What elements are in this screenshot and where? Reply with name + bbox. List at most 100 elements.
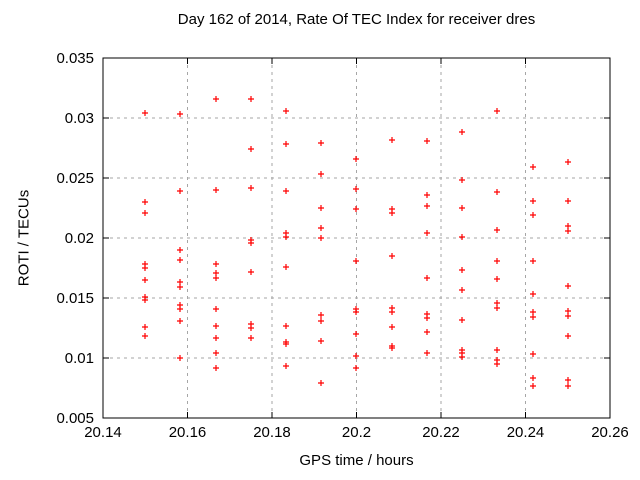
data-point [565,198,571,204]
data-point [177,306,183,312]
data-point [213,306,219,312]
plot-border [102,57,611,419]
data-point [213,365,219,371]
data-point [530,351,536,357]
data-point [177,188,183,194]
data-point [177,355,183,361]
y-tick-label: 0.03 [65,110,94,127]
data-point [142,277,148,283]
data-point [318,235,324,241]
data-point [213,335,219,341]
data-point [318,225,324,231]
data-point [353,258,359,264]
data-point [353,186,359,192]
data-point [213,187,219,193]
data-point [177,284,183,290]
data-point [142,210,148,216]
data-point [213,261,219,267]
data-point [389,309,395,315]
x-tick-label: 20.24 [507,424,545,441]
data-point [318,171,324,177]
data-point [318,318,324,324]
data-point [142,333,148,339]
data-point [424,350,430,356]
y-tick-label: 0.025 [56,170,94,187]
data-point [565,283,571,289]
data-point [494,189,500,195]
y-tick-label: 0.01 [65,350,94,367]
data-point [565,313,571,319]
data-point [248,146,254,152]
data-point [424,329,430,335]
data-point [248,240,254,246]
x-axis-label: GPS time / hours [299,452,414,469]
data-point [353,353,359,359]
data-point [283,363,289,369]
data-point [530,383,536,389]
data-point [142,297,148,303]
x-tick-label: 20.2 [342,424,371,441]
data-point [213,96,219,102]
data-point [389,345,395,351]
data-point [530,258,536,264]
data-point [318,140,324,146]
data-point [142,324,148,330]
data-point [459,267,465,273]
data-point [177,318,183,324]
data-point [283,234,289,240]
data-point [248,335,254,341]
data-point [389,324,395,330]
data-point [283,323,289,329]
x-tick-label: 20.16 [169,424,207,441]
data-point [565,383,571,389]
data-point [424,315,430,321]
chart-title: Day 162 of 2014, Rate Of TEC Index for r… [177,11,536,28]
data-point [424,203,430,209]
data-point [530,164,536,170]
data-point [530,198,536,204]
y-tick-label: 0.005 [56,410,94,427]
data-point [424,230,430,236]
data-point [530,375,536,381]
data-point [459,317,465,323]
data-point [248,269,254,275]
y-tick-label: 0.015 [56,290,94,307]
data-point [353,309,359,315]
data-point [353,365,359,371]
data-point [353,206,359,212]
data-point [389,137,395,143]
data-point [318,380,324,386]
x-tick-label: 20.18 [253,424,291,441]
data-point [142,110,148,116]
data-point [494,305,500,311]
y-tick-label: 0.035 [56,50,94,67]
data-point [318,205,324,211]
data-point [530,212,536,218]
data-point [530,291,536,297]
x-tick-label: 20.26 [591,424,629,441]
data-point [213,275,219,281]
data-point [424,138,430,144]
data-point [283,188,289,194]
data-point [494,347,500,353]
data-point [494,276,500,282]
data-point [459,287,465,293]
data-point [424,192,430,198]
data-point [494,227,500,233]
data-point [565,228,571,234]
y-tick-label: 0.02 [65,230,94,247]
data-point [142,199,148,205]
data-point [318,312,324,318]
data-point [459,177,465,183]
data-point [494,108,500,114]
data-point [565,159,571,165]
data-point [213,323,219,329]
data-point [177,111,183,117]
data-point [318,338,324,344]
data-point [494,258,500,264]
data-point [565,377,571,383]
data-point [177,257,183,263]
data-point [353,331,359,337]
